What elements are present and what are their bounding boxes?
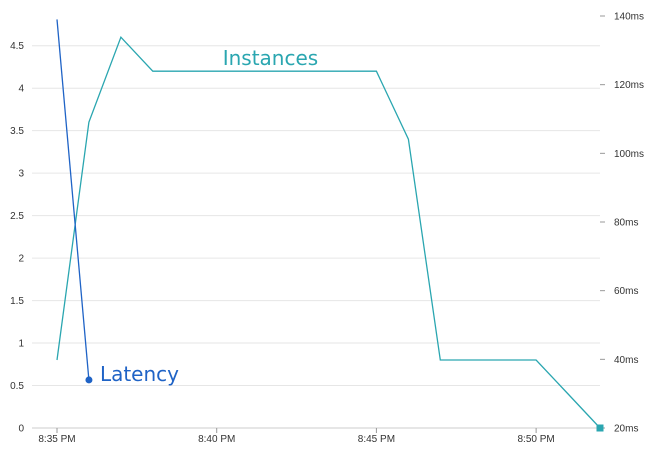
x-tick-label: 8:50 PM <box>517 434 554 445</box>
left-tick-label: 2.5 <box>10 211 24 222</box>
x-tick-label: 8:35 PM <box>38 434 75 445</box>
left-axis-ticks: 0 0.5 1 1.5 2 2.5 3 3.5 4 4.5 <box>10 41 24 434</box>
instances-series-label: Instances <box>223 46 318 70</box>
left-tick-label: 1 <box>18 339 24 350</box>
right-tick-label: 20ms <box>614 424 638 435</box>
x-axis-ticks: 8:35 PM 8:40 PM 8:45 PM 8:50 PM <box>38 428 555 445</box>
left-tick-label: 1.5 <box>10 296 24 307</box>
right-tick-label: 60ms <box>614 286 638 297</box>
series-labels: Instances Latency <box>100 46 318 386</box>
latency-series-label: Latency <box>100 362 179 386</box>
left-tick-label: 3.5 <box>10 126 24 137</box>
series <box>56 19 604 432</box>
left-tick-label: 4 <box>18 84 24 95</box>
right-tick-label: 120ms <box>614 80 644 91</box>
left-tick-label: 2 <box>18 254 24 265</box>
instances-line <box>56 35 601 429</box>
right-tick-label: 40ms <box>614 355 638 366</box>
x-tick-label: 8:45 PM <box>358 434 395 445</box>
latency-line <box>56 19 90 380</box>
right-tick-label: 140ms <box>614 12 644 23</box>
latency-end-marker <box>85 376 93 384</box>
left-tick-label: 4.5 <box>10 41 24 52</box>
left-tick-label: 0 <box>18 424 24 435</box>
instances-end-marker <box>596 424 604 432</box>
right-axis-ticks: 20ms 40ms 60ms 80ms 100ms 120ms 140ms <box>600 12 644 435</box>
right-tick-label: 80ms <box>614 218 638 229</box>
left-tick-label: 0.5 <box>10 381 24 392</box>
gridlines <box>32 45 600 429</box>
x-tick-label: 8:40 PM <box>198 434 235 445</box>
left-tick-label: 3 <box>18 169 24 180</box>
right-tick-label: 100ms <box>614 149 644 160</box>
